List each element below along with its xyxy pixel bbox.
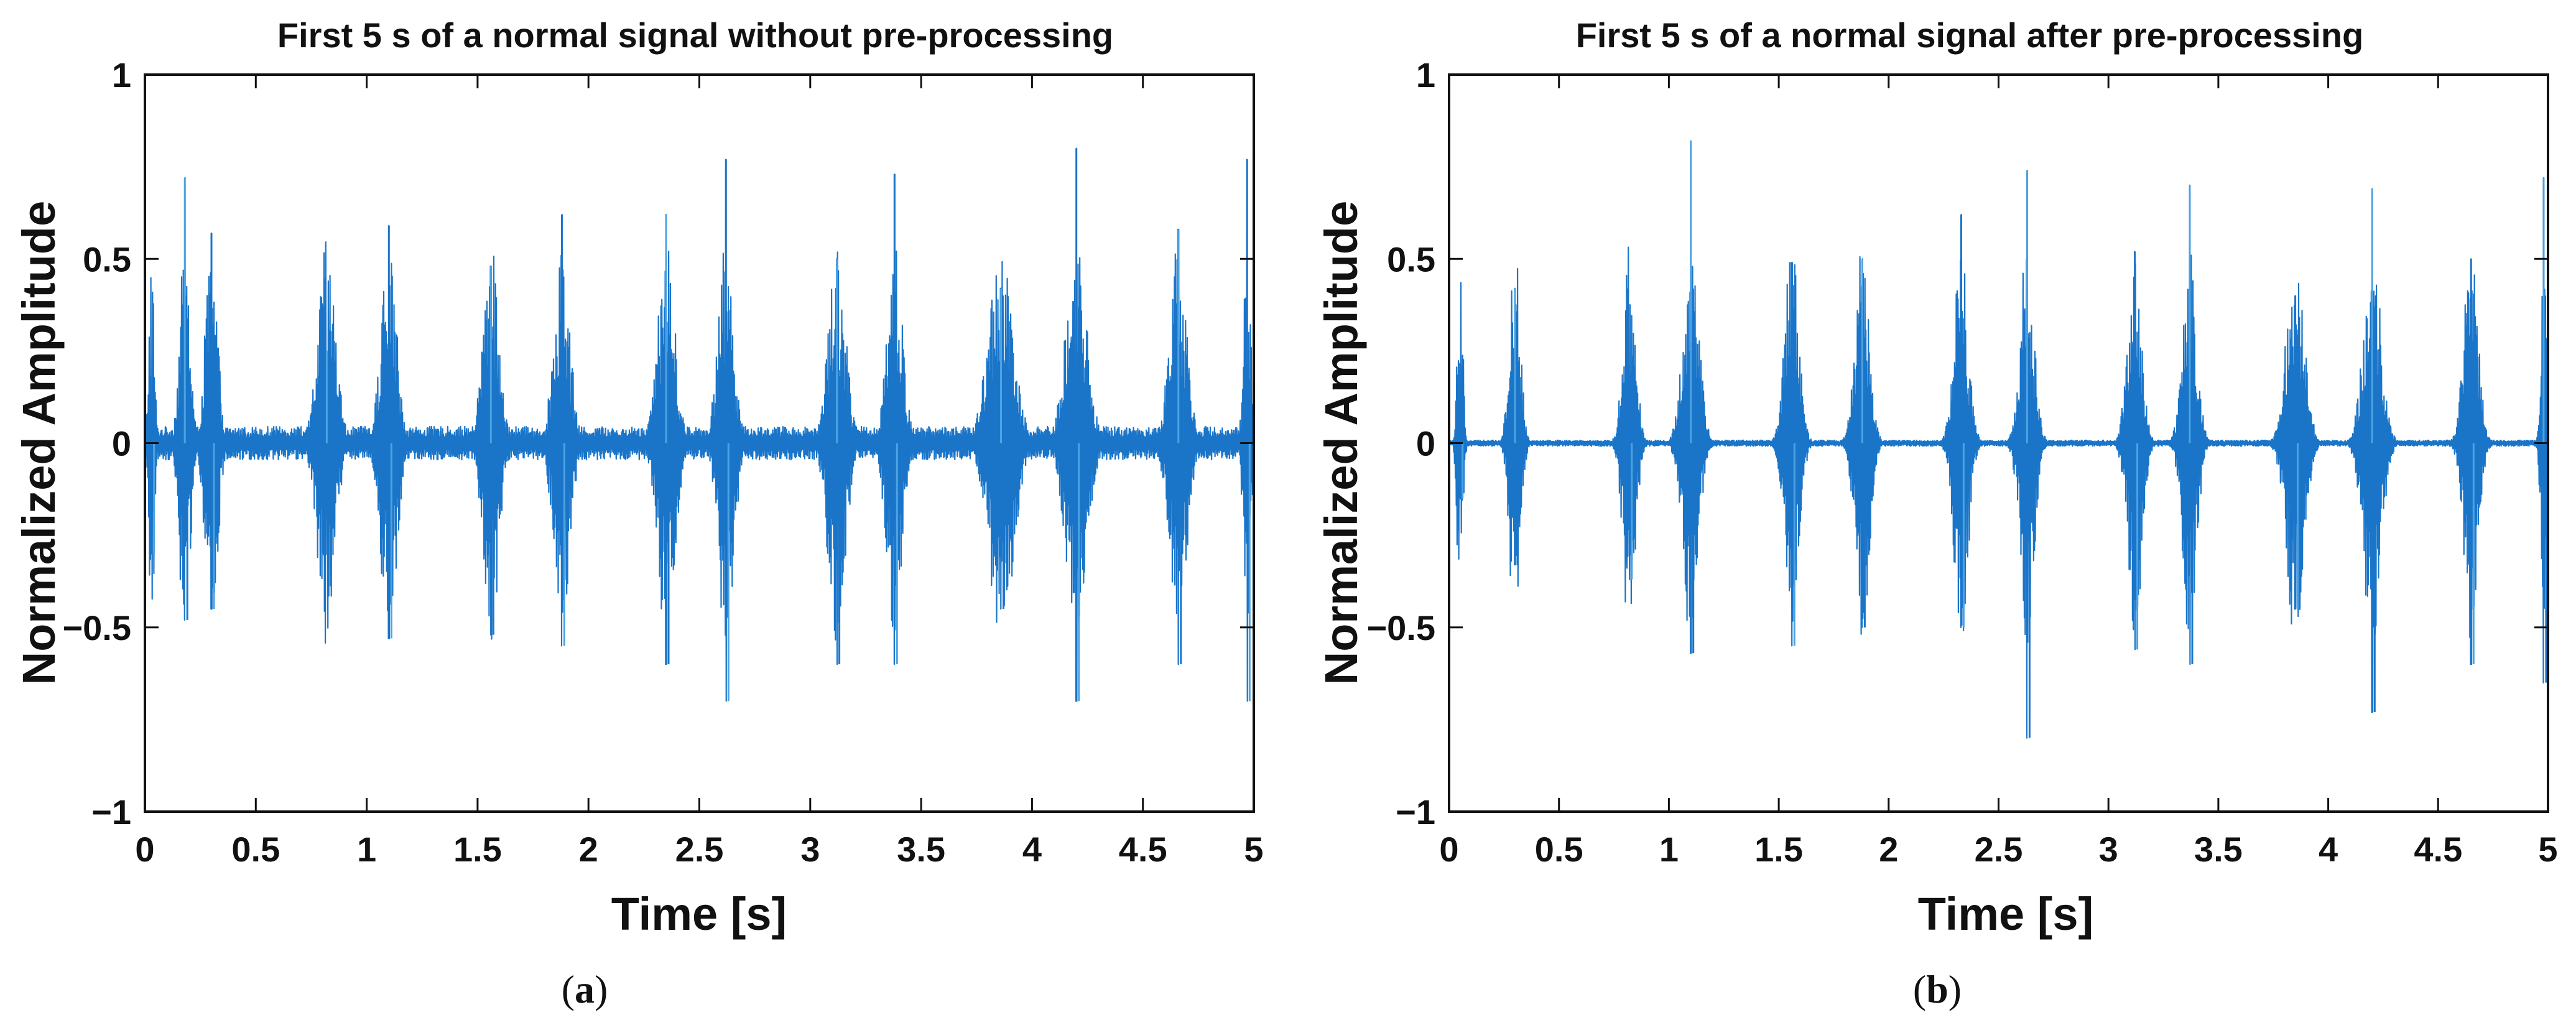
x-tick-label-b-5: 2.5 [1975, 830, 2023, 869]
x-tick-label-b-0: 0 [1439, 830, 1458, 869]
x-tick-label-a-8: 4 [1022, 830, 1042, 869]
x-tick-label-b-7: 3.5 [2194, 830, 2243, 869]
y-tick-label-b-4: −1 [1396, 792, 1435, 832]
chart-title-b: First 5 s of a normal signal after pre-p… [1576, 16, 2364, 55]
waveform-a [144, 147, 1255, 702]
chart-panel-b: First 5 s of a normal signal after pre-p… [1315, 16, 2558, 1011]
signal-trace-b [1448, 140, 2549, 739]
y-axis-label-b: Normalized Amplitude [1315, 201, 1367, 685]
ticks-a [144, 73, 1255, 813]
x-tick-label-a-9: 4.5 [1119, 830, 1167, 869]
x-tick-label-b-8: 4 [2319, 830, 2338, 869]
signal-trace-a [144, 147, 1255, 702]
y-tick-label-a-0: 1 [112, 55, 131, 95]
y-tick-labels-a: 1 0.5 0 −0.5 −1 [62, 55, 131, 832]
y-tick-label-a-2: 0 [112, 424, 131, 463]
y-tick-label-b-3: −0.5 [1366, 608, 1435, 647]
x-tick-label-a-10: 5 [1244, 830, 1263, 869]
y-tick-label-b-1: 0.5 [1387, 239, 1435, 279]
x-tick-labels-b: 0 0.5 1 1.5 2 2.5 3 3.5 4 4.5 5 [1439, 830, 2557, 869]
x-tick-label-a-2: 1 [357, 830, 376, 869]
y-axis-label-a: Normalized Amplitude [13, 201, 65, 685]
x-tick-label-b-4: 2 [1879, 830, 1898, 869]
x-axis-label-a: Time [s] [611, 888, 787, 940]
y-tick-label-b-2: 0 [1416, 424, 1435, 463]
x-tick-label-a-5: 2.5 [675, 830, 724, 869]
x-tick-label-b-2: 1 [1659, 830, 1679, 869]
x-tick-label-a-4: 2 [579, 830, 598, 869]
y-tick-label-a-1: 0.5 [83, 239, 131, 279]
x-tick-labels-a: 0 0.5 1 1.5 2 2.5 3 3.5 4 4.5 5 [135, 830, 1263, 869]
x-tick-label-a-7: 3.5 [897, 830, 945, 869]
x-tick-label-b-6: 3 [2099, 830, 2118, 869]
chart-panel-a: First 5 s of a normal signal without pre… [13, 16, 1264, 1011]
waveform-b [1448, 140, 2549, 739]
x-tick-label-a-3: 1.5 [453, 830, 502, 869]
x-tick-label-b-10: 5 [2538, 830, 2557, 869]
chart-title-a: First 5 s of a normal signal without pre… [277, 16, 1113, 55]
y-tick-labels-b: 1 0.5 0 −0.5 −1 [1366, 55, 1435, 832]
ticks-b [1448, 73, 2549, 813]
x-tick-label-a-1: 0.5 [231, 830, 280, 869]
panel-label-a: (a) [562, 967, 608, 1011]
y-tick-label-b-0: 1 [1416, 55, 1435, 95]
x-tick-label-b-9: 4.5 [2414, 830, 2462, 869]
x-axis-label-b: Time [s] [1918, 888, 2093, 940]
x-tick-label-b-1: 0.5 [1535, 830, 1583, 869]
x-tick-label-a-6: 3 [800, 830, 820, 869]
x-tick-label-b-3: 1.5 [1754, 830, 1803, 869]
x-tick-label-a-0: 0 [135, 830, 154, 869]
panel-label-b: (b) [1913, 967, 1962, 1011]
y-tick-label-a-3: −0.5 [62, 608, 131, 647]
y-tick-label-a-4: −1 [91, 792, 131, 832]
